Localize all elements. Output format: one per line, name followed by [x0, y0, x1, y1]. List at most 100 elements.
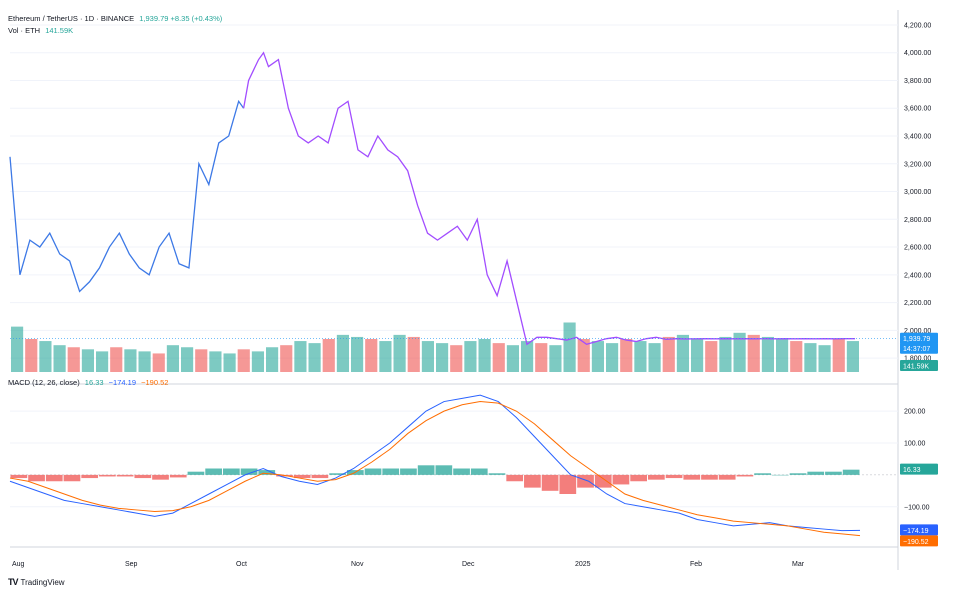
volume-bar	[379, 341, 392, 372]
macd-signal-badge: −190.52	[903, 539, 929, 546]
macd-histogram-bar	[400, 468, 417, 475]
volume-bar	[152, 353, 165, 372]
volume-bar	[521, 341, 534, 372]
macd-histogram-bar	[382, 468, 400, 475]
macd-histogram-bar	[630, 474, 647, 482]
volume-bar	[591, 341, 604, 372]
volume-bar	[39, 341, 52, 372]
volume-bar	[648, 343, 661, 372]
macd-histogram-bar	[10, 474, 28, 479]
volume-bar	[67, 347, 80, 372]
macd-histogram-bar	[364, 468, 382, 475]
price-tick-label: 3,200.00	[904, 161, 931, 168]
time-axis-label: Nov	[351, 561, 364, 568]
macd-histogram-bar	[134, 474, 152, 479]
volume-badge-bg	[900, 360, 938, 371]
price-tick-label: 3,600.00	[904, 106, 931, 113]
macd-histogram-bar	[116, 474, 134, 477]
volume-bar	[790, 341, 803, 372]
volume-label: Vol · ETH	[8, 26, 41, 35]
volume-bar	[719, 336, 732, 372]
current-price-badge: 1,939.79	[903, 336, 930, 343]
macd-tick-label: −100.00	[904, 504, 930, 511]
macd-histogram-bar	[435, 465, 453, 475]
volume-bar	[747, 334, 760, 372]
tradingview-name: TradingView	[20, 577, 65, 587]
macd-hist-badge: 16.33	[903, 467, 921, 474]
volume-bar	[776, 339, 789, 372]
macd-line-value: −174.19	[108, 378, 136, 387]
volume-bar	[535, 343, 548, 372]
macd-line-badge-bg	[900, 524, 938, 536]
symbol-legend: Ethereum / TetherUS · 1D · BINANCE 1,939…	[8, 14, 222, 23]
macd-histogram-bar	[736, 474, 754, 477]
volume-bar	[223, 353, 236, 372]
volume-legend: Vol · ETH 141.59K	[8, 26, 73, 35]
macd-hist-badge-bg	[900, 463, 938, 475]
volume-bar	[506, 345, 519, 372]
macd-histogram-bar	[311, 474, 329, 479]
macd-line	[9, 394, 861, 532]
time-axis-label: Dec	[462, 561, 475, 568]
price-line-purple	[242, 51, 856, 346]
macd-histogram-bar	[718, 474, 736, 480]
volume-bar	[804, 343, 817, 372]
macd-tick-label: 100.00	[904, 441, 926, 448]
volume-bar	[818, 345, 831, 372]
volume-bar	[606, 343, 619, 372]
volume-bar	[124, 349, 137, 372]
macd-histogram-bar	[665, 474, 683, 479]
macd-histogram-bar	[223, 468, 240, 475]
volume-bar	[81, 349, 94, 372]
volume-bar	[336, 334, 349, 372]
price-line-blue	[9, 99, 245, 293]
price-tick-label: 2,600.00	[904, 245, 931, 252]
macd-histogram-bar	[258, 470, 276, 475]
volume-bar	[549, 345, 562, 372]
macd-histogram-bar	[488, 473, 506, 475]
symbol-title: Ethereum / TetherUS · 1D · BINANCE	[8, 14, 135, 23]
price-tick-label: 2,800.00	[904, 217, 931, 224]
countdown-badge-bg	[900, 342, 938, 354]
volume-value: 141.59K	[45, 26, 74, 35]
time-axis-label: Sep	[125, 561, 138, 568]
volume-bar	[733, 332, 746, 372]
macd-histogram-bar	[612, 474, 630, 485]
volume-bar	[237, 349, 250, 372]
macd-histogram-bar	[825, 471, 842, 475]
macd-histogram-bar	[842, 469, 860, 475]
time-axis-label: 2025	[575, 561, 591, 568]
price-tick-label: 4,200.00	[904, 22, 931, 29]
volume-bar	[25, 339, 38, 372]
volume-bar	[322, 339, 335, 372]
symbol-quote: 1,939.79 +8.35 (+0.43%)	[139, 14, 223, 23]
macd-histogram-bar	[683, 474, 701, 480]
macd-label: MACD (12, 26, close)	[8, 378, 80, 387]
macd-histogram-bar	[187, 471, 205, 475]
price-tick-label: 3,800.00	[904, 78, 931, 85]
macd-histogram-bar	[789, 473, 807, 475]
time-axis-label: Aug	[12, 561, 25, 568]
macd-histogram-bar	[754, 473, 771, 475]
macd-line-badge: −174.19	[903, 528, 929, 535]
macd-histogram-bar	[453, 468, 470, 475]
macd-histogram-bar	[594, 474, 612, 488]
volume-bar	[464, 341, 477, 372]
price-tick-label: 2,400.00	[904, 272, 931, 279]
tradingview-mark-icon: TV	[8, 577, 18, 587]
macd-histogram-bar	[648, 474, 665, 480]
macd-histogram-bar	[541, 474, 559, 491]
price-tick-label: 1,800.00	[904, 356, 931, 363]
macd-histogram-bar	[771, 474, 789, 476]
volume-bar	[11, 326, 24, 372]
volume-bar	[450, 345, 463, 372]
macd-legend: MACD (12, 26, close) 16.33 −174.19 −190.…	[8, 378, 168, 387]
macd-tick-label: 200.00	[904, 409, 926, 416]
macd-histogram-bar	[152, 474, 169, 480]
volume-bar	[846, 341, 859, 372]
volume-bar	[478, 339, 491, 372]
signal-line	[9, 401, 861, 537]
tradingview-logo[interactable]: TV TradingView	[8, 577, 65, 587]
